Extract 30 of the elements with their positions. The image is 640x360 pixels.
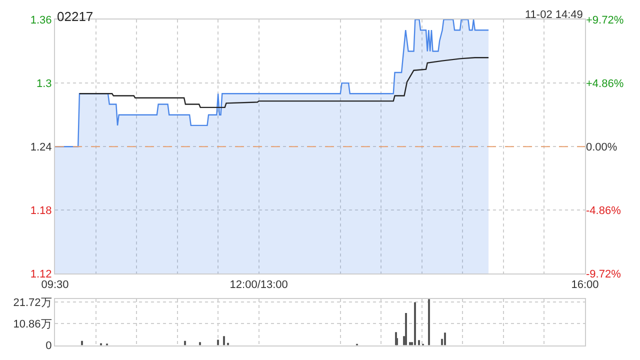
bar (217, 340, 219, 346)
bar (444, 332, 446, 346)
y2-tick-label: -9.72% (586, 268, 622, 281)
annotation: 11-02 14:49 (525, 9, 583, 21)
bar (428, 299, 430, 346)
y-tick-label: 1.12 (30, 268, 52, 281)
line-series (78, 57, 490, 108)
chart-title: 02217 (57, 9, 94, 24)
bar (414, 302, 416, 346)
bar (199, 342, 201, 346)
y2-tick-label: +4.86% (586, 78, 624, 90)
x-tick-label: 09:30 (41, 278, 69, 291)
y-tick-label: 1.36 (30, 14, 52, 26)
bar (405, 312, 407, 346)
y-tick-label: 10.86万 (13, 318, 52, 331)
bar (409, 342, 411, 346)
y2-tick-label: +9.72% (586, 14, 624, 26)
x-tick-label: 16:00 (571, 278, 599, 291)
y-tick-label: 1.24 (30, 141, 52, 154)
y-tick-label: 21.72万 (13, 297, 52, 310)
bar (81, 340, 83, 346)
x-tick-label: 12:00/13:00 (230, 278, 288, 291)
y-tick-label: 1.3 (36, 78, 52, 90)
y2-tick-label: 0.00% (586, 141, 618, 154)
bar (184, 340, 186, 346)
y2-tick-label: -4.86% (586, 205, 622, 218)
bar (418, 340, 420, 346)
y-tick-label: 0 (46, 340, 52, 352)
y-tick-label: 1.18 (30, 205, 52, 218)
bar (223, 336, 225, 346)
